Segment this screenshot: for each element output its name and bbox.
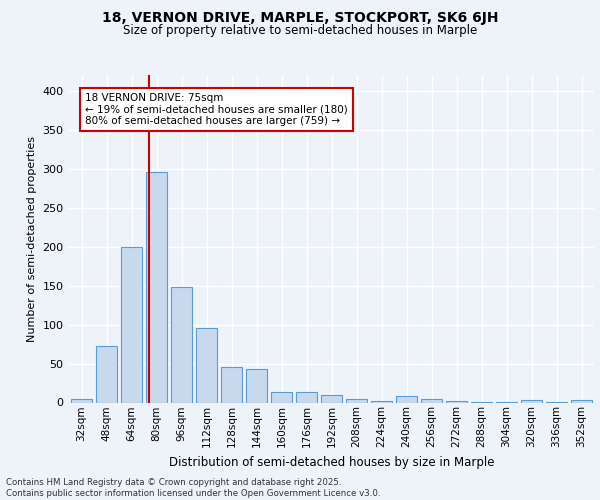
Bar xyxy=(221,368,242,402)
Bar xyxy=(96,346,117,403)
Bar xyxy=(346,398,367,402)
Y-axis label: Number of semi-detached properties: Number of semi-detached properties xyxy=(27,136,37,342)
Text: 18, VERNON DRIVE, MARPLE, STOCKPORT, SK6 6JH: 18, VERNON DRIVE, MARPLE, STOCKPORT, SK6… xyxy=(102,11,498,25)
Text: 18 VERNON DRIVE: 75sqm
← 19% of semi-detached houses are smaller (180)
80% of se: 18 VERNON DRIVE: 75sqm ← 19% of semi-det… xyxy=(85,93,348,126)
Bar xyxy=(446,401,467,402)
Bar xyxy=(196,328,217,402)
Bar xyxy=(71,400,92,402)
Bar xyxy=(296,392,317,402)
Bar xyxy=(146,172,167,402)
Bar xyxy=(246,369,267,402)
Text: Size of property relative to semi-detached houses in Marple: Size of property relative to semi-detach… xyxy=(123,24,477,37)
Bar xyxy=(521,400,542,402)
Bar xyxy=(121,246,142,402)
Text: Contains HM Land Registry data © Crown copyright and database right 2025.
Contai: Contains HM Land Registry data © Crown c… xyxy=(6,478,380,498)
Bar xyxy=(271,392,292,402)
Bar xyxy=(421,400,442,402)
Bar xyxy=(371,401,392,402)
Bar xyxy=(321,396,342,402)
Bar xyxy=(171,287,192,403)
X-axis label: Distribution of semi-detached houses by size in Marple: Distribution of semi-detached houses by … xyxy=(169,456,494,468)
Bar xyxy=(571,400,592,402)
Bar xyxy=(396,396,417,402)
